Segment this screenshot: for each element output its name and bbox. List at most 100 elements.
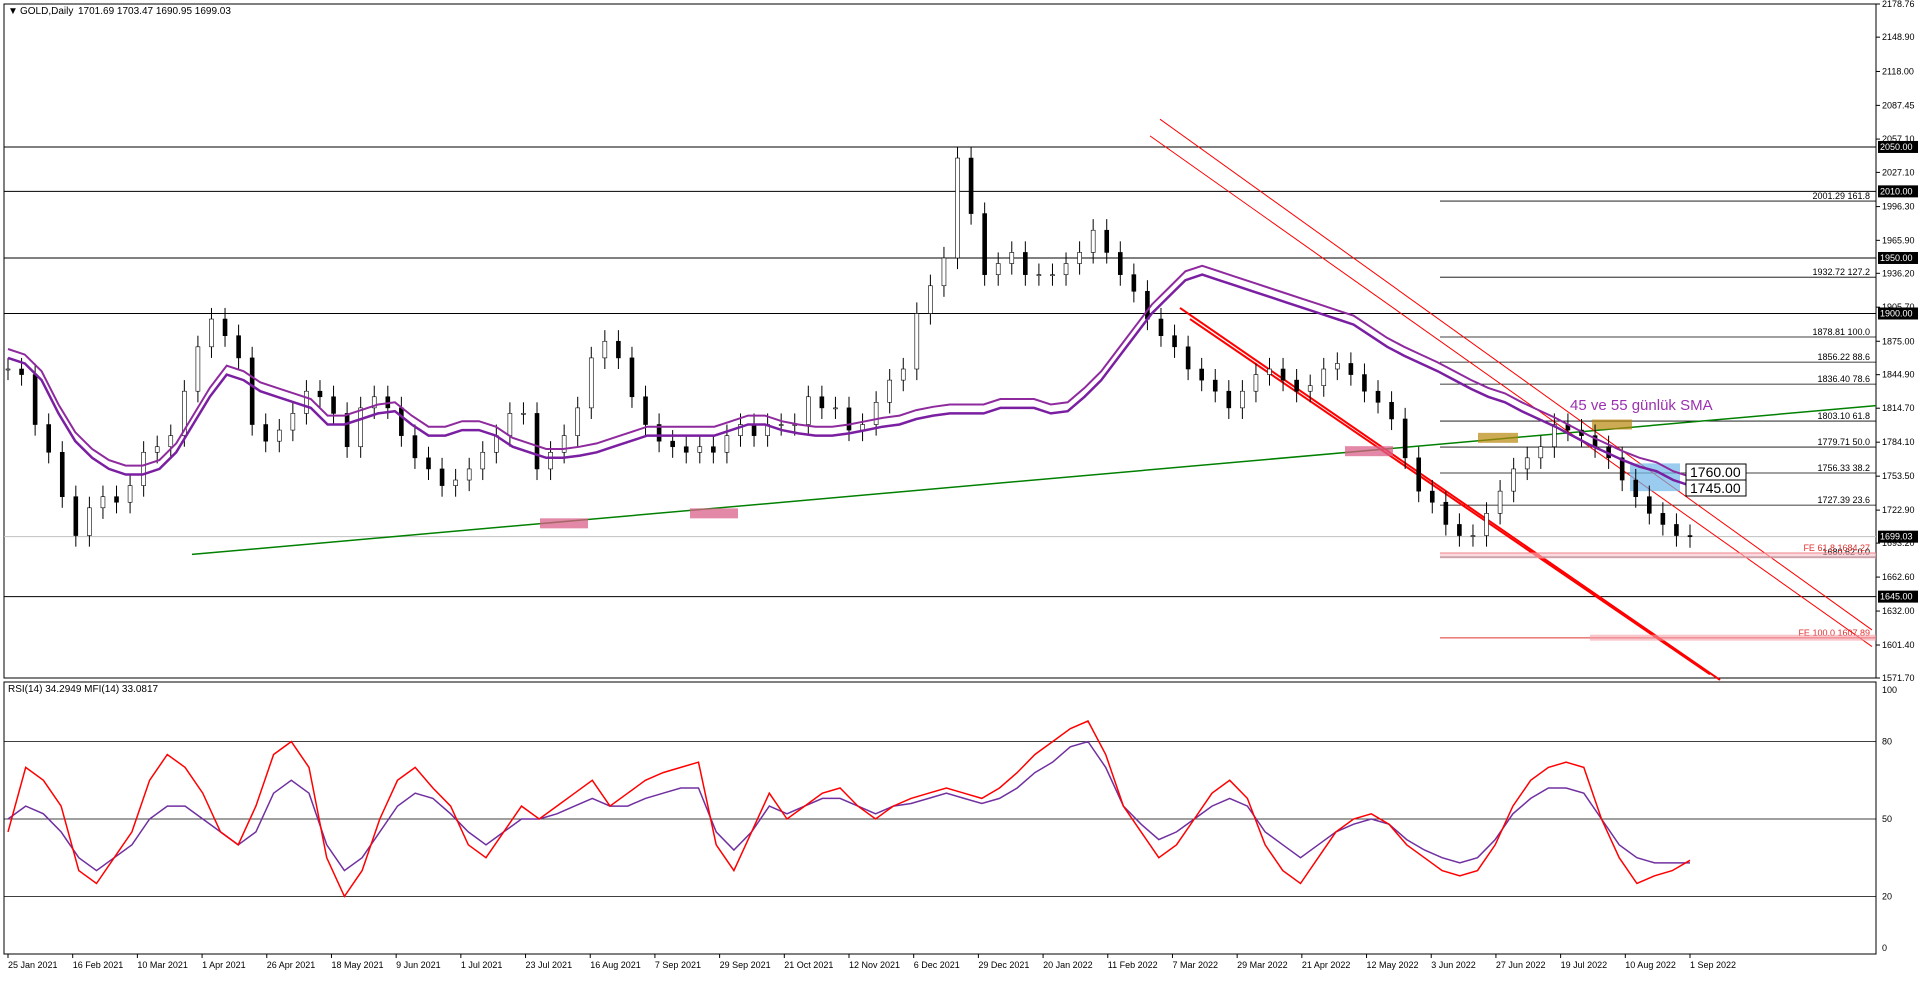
- blue-zone: [1630, 463, 1680, 492]
- date-tick-label: 7 Sep 2021: [655, 960, 701, 970]
- candle-body: [358, 407, 363, 448]
- candle-body: [1470, 535, 1476, 537]
- candle-body: [738, 424, 743, 436]
- candle-body: [1538, 446, 1544, 459]
- candle-body: [1158, 318, 1164, 337]
- price-tag-bg: [1878, 530, 1918, 543]
- candle-body: [1267, 368, 1272, 375]
- candle-body: [602, 340, 608, 359]
- candle-body: [1145, 290, 1150, 320]
- channel-lower-line: [1179, 307, 1721, 681]
- price-axis: 2178.76 2148.90 2118.00 2087.45 2057.10 2027.…: [1876, 0, 1918, 683]
- candle-body: [1524, 457, 1530, 470]
- level-box-1745-label: 1745.00: [1690, 480, 1741, 496]
- candle-body: [1307, 385, 1313, 392]
- date-tick-label: 7 Mar 2022: [1172, 960, 1218, 970]
- candle-body: [1185, 346, 1191, 370]
- date-tick-label: 29 Sep 2021: [720, 960, 771, 970]
- candle-body: [1362, 374, 1367, 392]
- date-tick-label: 21 Apr 2022: [1302, 960, 1351, 970]
- candle-body: [900, 368, 906, 381]
- candle-body: [344, 413, 350, 448]
- candle-body: [236, 335, 241, 359]
- price-tick-label: 1936.20: [1882, 268, 1915, 278]
- date-tick-label: 19 Jul 2022: [1561, 960, 1608, 970]
- candle-body: [1050, 274, 1055, 276]
- candle-body: [521, 413, 526, 415]
- price-tick-label: 2057.10: [1882, 134, 1915, 144]
- price-tick-label: 1753.50: [1882, 471, 1915, 481]
- candle-body: [127, 485, 133, 503]
- date-tick-label: 9 Jun 2021: [396, 960, 441, 970]
- rsi-tick-label: 80: [1882, 737, 1892, 747]
- candle-body: [724, 435, 730, 453]
- fib-label: 2001.29 161.8: [1812, 191, 1870, 201]
- date-tick-label: 23 Jul 2021: [526, 960, 573, 970]
- candle-body: [46, 424, 51, 453]
- symbol-menu-icon[interactable]: ▼: [8, 6, 18, 17]
- candle-body: [1389, 402, 1394, 420]
- candle-body: [941, 257, 947, 287]
- candle-body: [507, 413, 513, 436]
- candle-body: [1226, 390, 1232, 409]
- candle-body: [683, 446, 689, 453]
- candle-body: [222, 318, 228, 337]
- candle-body: [887, 379, 892, 403]
- price-tag-label: 2050.00: [1880, 142, 1913, 152]
- candle-body: [1619, 457, 1625, 481]
- price-tick-label: 1996.30: [1882, 202, 1915, 212]
- price-tick-label: 1905.70: [1882, 302, 1915, 312]
- candle-body: [114, 496, 119, 503]
- price-tick-label: 2148.90: [1882, 32, 1915, 42]
- candle-body: [1253, 374, 1259, 392]
- candle-body: [1280, 368, 1286, 381]
- candle-body: [182, 390, 187, 436]
- sma55-line: [7, 264, 1691, 478]
- price-zones: [540, 419, 1876, 641]
- candle-body: [32, 374, 38, 425]
- date-tick-label: 10 Aug 2022: [1625, 960, 1676, 970]
- candle-body: [873, 402, 879, 425]
- price-tag-label: 1699.03: [1880, 532, 1913, 542]
- rsi-tick-label: 50: [1882, 814, 1892, 824]
- fib-label: 1756.33 38.2: [1817, 463, 1870, 473]
- price-tag-label: 1900.00: [1880, 308, 1913, 318]
- rsi-tick-label: 0: [1882, 943, 1887, 953]
- candle-body: [263, 424, 269, 442]
- sma-lines: [7, 264, 1691, 487]
- date-tick-label: 26 Apr 2021: [267, 960, 316, 970]
- rsi-header: RSI(14) 34.2949 MFI(14) 33.0817: [8, 684, 159, 695]
- candle-body: [534, 413, 540, 470]
- resistance-zone: [1478, 432, 1518, 443]
- candle-body: [439, 468, 445, 486]
- candle-body: [480, 451, 486, 470]
- candle-body: [371, 396, 377, 409]
- candle-body: [995, 263, 1001, 275]
- candle-body: [59, 451, 65, 497]
- fe-zone: [1440, 552, 1876, 559]
- candle-body: [588, 357, 594, 409]
- fib-label: 1803.10 61.8: [1817, 411, 1870, 421]
- candle-body: [629, 357, 635, 398]
- candle-body: [249, 357, 255, 425]
- level-box-1760-label: 1760.00: [1690, 464, 1741, 480]
- candle-body: [548, 451, 553, 470]
- candle-body: [141, 451, 146, 486]
- rsi-axis: 100 80 50 20 0: [1882, 685, 1897, 953]
- price-tag-bg: [1878, 590, 1918, 603]
- candle-body: [290, 413, 296, 431]
- fe-label: FE 100.0 1607.89: [1798, 628, 1870, 638]
- candle-body: [561, 435, 567, 453]
- candle-body: [968, 157, 974, 214]
- channel-upper-line: [1159, 118, 1873, 631]
- sma45-line: [7, 273, 1691, 487]
- channel-lower-line-2: [1189, 318, 1711, 676]
- candle-body: [168, 435, 174, 448]
- candle-body: [670, 440, 675, 448]
- candle-body: [1429, 490, 1435, 503]
- candle-body: [1375, 390, 1381, 403]
- candle-body: [1023, 252, 1028, 275]
- candle-body: [656, 424, 662, 442]
